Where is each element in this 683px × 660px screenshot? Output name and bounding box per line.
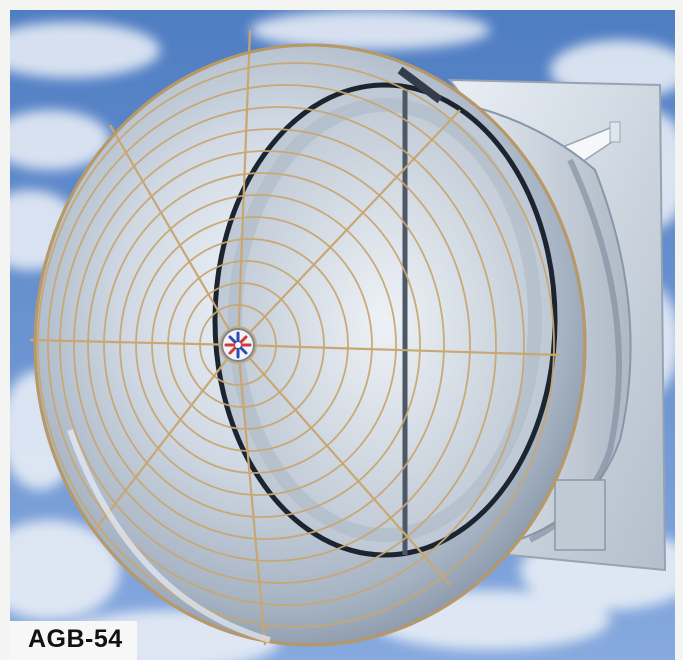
fan-hub: [221, 328, 255, 362]
fan-guard: [37, 62, 555, 628]
cone-fan-illustration: [10, 10, 675, 660]
product-photo: AGB-54: [10, 10, 675, 660]
model-label: AGB-54: [10, 621, 137, 660]
